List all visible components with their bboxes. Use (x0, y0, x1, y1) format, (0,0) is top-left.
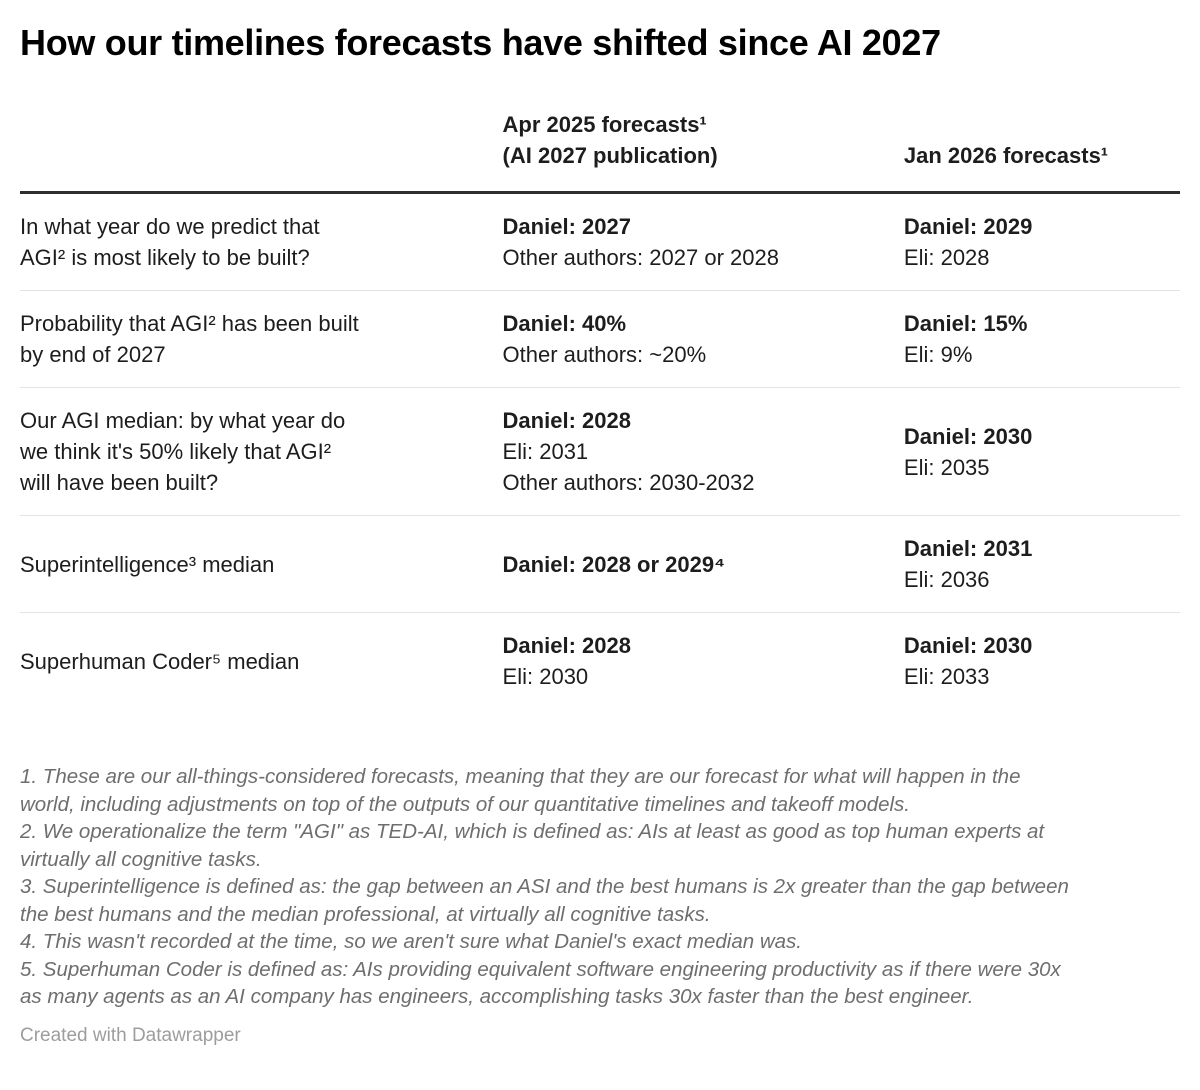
row-label: Superintelligence³ median (20, 515, 503, 614)
forecast-line: Eli: 2031 (502, 439, 589, 465)
column-header-empty (20, 109, 503, 195)
jan-2026-cell: Daniel: 2030 Eli: 2035 (903, 387, 1180, 517)
row-label: Superhuman Coder⁵ median (20, 648, 300, 674)
forecast-line: Daniel: 2030 (903, 423, 1033, 449)
forecast-line: Daniel: 15% (903, 311, 1028, 337)
forecast-line: Eli: 2036 (903, 567, 990, 593)
footnotes: 1. These are our all-things-considered f… (20, 763, 1180, 1011)
forecast-line: Daniel: 2029 (903, 214, 1033, 240)
table-row: Superintelligence³ median Daniel: 2028 o… (20, 515, 1180, 614)
column-header-line: Jan 2026 forecasts¹ (903, 143, 1109, 169)
jan-2026-cell: Daniel: 2030 Eli: 2033 (904, 613, 1180, 710)
forecast-line: Other authors: 2030-2032 (502, 470, 755, 496)
table-row: Our AGI median: by what year do we think… (20, 387, 1180, 517)
forecast-line: Eli: 2035 (903, 454, 990, 480)
forecast-line: Eli: 9% (903, 342, 973, 368)
footnote: 1. These are our all-things-considered f… (20, 765, 1021, 816)
apr-2025-cell: Daniel: 2028 Eli: 2030 (503, 613, 904, 710)
header-row: Apr 2025 forecasts¹ (AI 2027 publication… (20, 109, 1180, 195)
chart-title: How our timelines forecasts have shifted… (20, 22, 941, 63)
forecast-line: Daniel: 40% (502, 311, 627, 337)
column-header-line: (AI 2027 publication) (502, 143, 718, 169)
table-row: Probability that AGI² has been built by … (20, 290, 1180, 389)
forecast-line: Daniel: 2030 (903, 633, 1033, 659)
jan-2026-cell: Daniel: 2029 Eli: 2028 (903, 192, 1180, 292)
forecast-table: Apr 2025 forecasts¹ (AI 2027 publication… (20, 109, 1180, 709)
forecast-line: Eli: 2033 (903, 664, 990, 690)
apr-2025-cell: Daniel: 40% Other authors: ~20% (502, 290, 904, 389)
column-header-apr-2025: Apr 2025 forecasts¹ (AI 2027 publication… (502, 109, 904, 195)
table-row: In what year do we predict that AGI² is … (20, 192, 1180, 292)
forecast-line: Eli: 2028 (903, 245, 990, 271)
row-label: Probability that AGI² has been built by … (20, 290, 503, 389)
apr-2025-cell: Daniel: 2028 Eli: 2031 Other authors: 20… (502, 387, 904, 517)
column-header-line: Apr 2025 forecasts¹ (502, 112, 707, 138)
forecast-line: Other authors: 2027 or 2028 (502, 245, 779, 271)
forecast-line: Other authors: ~20% (502, 342, 707, 368)
forecast-line: Daniel: 2027 (502, 214, 631, 240)
jan-2026-cell: Daniel: 2031 Eli: 2036 (903, 515, 1180, 614)
footnote: 2. We operationalize the term "AGI" as T… (20, 820, 1045, 871)
datawrapper-attribution[interactable]: Created with Datawrapper (20, 1024, 241, 1046)
footnote: 3. Superintelligence is defined as: the … (20, 875, 1069, 926)
page: How our timelines forecasts have shifted… (20, 22, 1180, 1046)
forecast-line: Daniel: 2028 (502, 633, 631, 659)
apr-2025-cell: Daniel: 2027 Other authors: 2027 or 2028 (502, 192, 904, 292)
forecast-line: Daniel: 2031 (903, 536, 1033, 562)
row-label: In what year do we predict that AGI² is … (20, 192, 503, 292)
forecast-line: Daniel: 2028 (502, 408, 631, 434)
column-header-jan-2026: Jan 2026 forecasts¹ (903, 109, 1180, 195)
footnote: 5. Superhuman Coder is defined as: AIs p… (20, 957, 1061, 1009)
row-label: Our AGI median: by what year do we think… (20, 387, 503, 517)
jan-2026-cell: Daniel: 15% Eli: 9% (903, 290, 1180, 389)
footnote: 4. This wasn't recorded at the time, so … (20, 930, 802, 954)
forecast-line: Eli: 2030 (502, 664, 589, 690)
table-row: Superhuman Coder⁵ median Daniel: 2028 El… (20, 613, 1180, 710)
forecast-line: Daniel: 2028 or 2029⁴ (502, 551, 725, 577)
apr-2025-cell: Daniel: 2028 or 2029⁴ (502, 515, 904, 614)
